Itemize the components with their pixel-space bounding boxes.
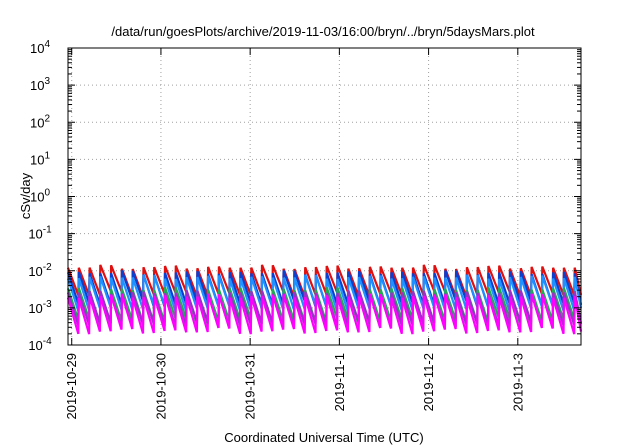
y-tick-label: 104 — [30, 39, 50, 56]
y-tick-label: 10-1 — [28, 225, 52, 242]
y-tick-label: 10-2 — [28, 262, 52, 279]
y-tick-label: 100 — [30, 188, 50, 205]
y-tick-label: 102 — [30, 113, 50, 130]
x-tick-label: 2019-10-30 — [153, 353, 168, 420]
x-tick-label: 2019-11-3 — [510, 353, 525, 411]
series-layer — [66, 264, 583, 335]
x-tick-label: 2019-11-1 — [332, 353, 347, 411]
x-tick-label: 2019-10-31 — [243, 353, 258, 420]
y-tick-label: 10-3 — [28, 299, 52, 316]
x-tick-labels: 2019-10-29 2019-10-30 2019-10-31 2019-11-1 2… — [64, 353, 525, 420]
ticks — [68, 47, 581, 346]
y-tick-labels: 10-4 10-3 10-2 10-1 100 101 102 103 104 — [28, 39, 52, 353]
y-tick-label: 101 — [30, 150, 50, 167]
y-tick-label: 10-4 — [28, 336, 52, 353]
y-axis-label: cSv/day — [18, 172, 33, 219]
series-line — [66, 293, 583, 335]
x-axis-label: Coordinated Universal Time (UTC) — [224, 430, 423, 445]
x-tick-label: 2019-10-29 — [64, 353, 79, 420]
x-tick-label: 2019-11-2 — [421, 353, 436, 411]
y-tick-label: 103 — [30, 76, 50, 93]
chart-title: /data/run/goesPlots/archive/2019-11-03/1… — [111, 24, 535, 39]
